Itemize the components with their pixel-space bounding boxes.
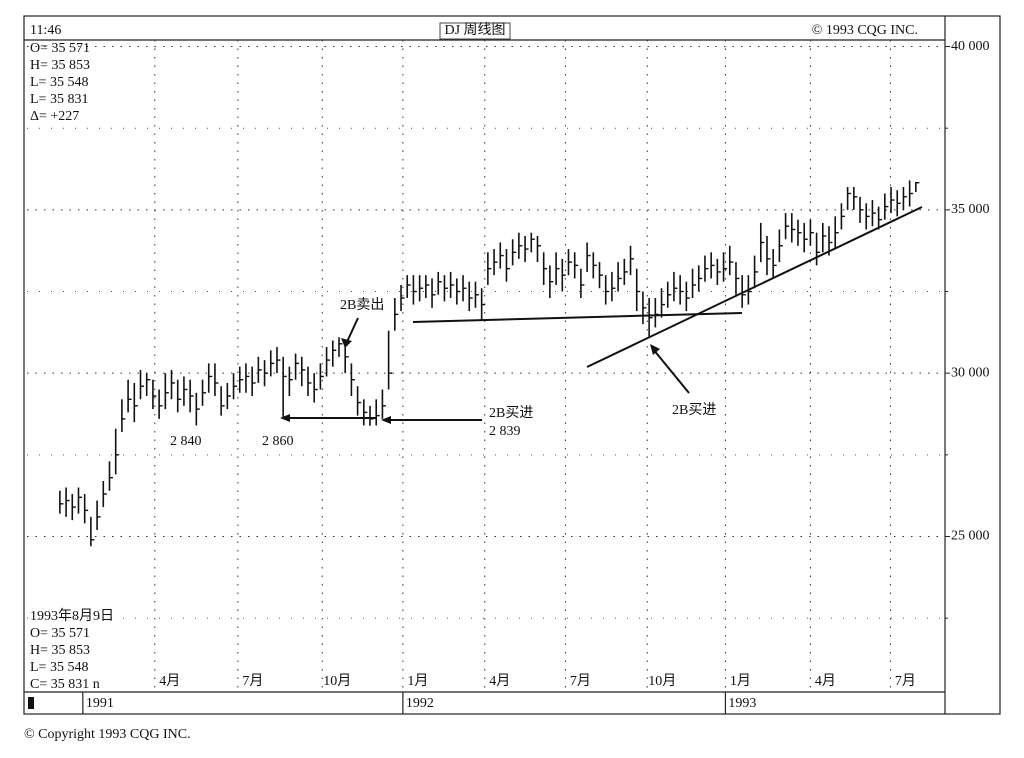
year-label: 1991: [86, 696, 114, 711]
annotation: 2 860: [262, 434, 294, 449]
info-line: H= 35 853: [30, 58, 90, 73]
info-line: O= 35 571: [30, 41, 90, 56]
arrow: [345, 317, 359, 345]
y-tick-label: 40 000: [951, 39, 990, 54]
x-tick-label: 7月: [242, 673, 263, 689]
x-tick-label: 4月: [159, 673, 180, 689]
x-tick-label: 10月: [648, 673, 676, 689]
arrow-head: [280, 414, 290, 422]
annotation: 2B买进: [489, 405, 533, 421]
x-tick-label: 10月: [323, 673, 351, 689]
info-line: 1993年8月9日: [30, 608, 114, 624]
info-line: L= 35 548: [30, 660, 88, 675]
x-tick-label: 7月: [895, 673, 916, 689]
title-box: [439, 22, 511, 40]
info-line: H= 35 853: [30, 643, 90, 658]
frame: [23, 15, 1001, 715]
footer: © Copyright 1993 CQG INC.: [24, 727, 191, 742]
info: O= 35 571 H= 35 853 L= 35 548 L= 35 831 Δ= +…: [30, 41, 114, 692]
info-line: Δ= +227: [30, 109, 79, 124]
bars: [59, 180, 920, 547]
arrow-head: [381, 416, 391, 424]
arrow-head: [650, 344, 660, 355]
year-label: 1992: [406, 696, 434, 711]
x-tick-label: 7月: [570, 673, 591, 689]
trend-line: [586, 206, 923, 368]
x-tick-label: 4月: [489, 673, 510, 689]
annotations: 2B卖出 2 840 2 860 2B买进 2 839 2B买进: [170, 206, 923, 449]
info-line: C= 35 831 n: [30, 677, 100, 692]
y-tick-label: 30 000: [951, 365, 990, 380]
info-line: L= 35 548: [30, 75, 88, 90]
time: 11:46: [30, 23, 61, 38]
y-tick-label: 25 000: [951, 529, 990, 544]
chart-title: DJ 周线图: [444, 22, 505, 38]
arrow: [652, 348, 690, 394]
annotation: 2 839: [489, 424, 521, 439]
grid: 25 000 30 000 35 000 40 000 4月 7月 10月 1月 4月 7月 10月…: [27, 39, 990, 714]
x-tick-label: 4月: [815, 673, 836, 689]
annotation: 2 840: [170, 434, 202, 449]
arrow-head: [341, 338, 352, 348]
y-tick-label: 35 000: [951, 202, 990, 217]
x-tick-label: 1月: [730, 673, 751, 689]
outer-frame: [23, 15, 1001, 715]
annotation: 2B卖出: [340, 297, 384, 313]
info-line: O= 35 571: [30, 626, 90, 641]
annotation: 2B买进: [672, 402, 716, 418]
year-label: 1993: [728, 696, 756, 711]
x-tick-label: 1月: [407, 673, 428, 689]
info-line: L= 35 831: [30, 92, 88, 107]
resistance-line: [412, 312, 743, 323]
marker: [28, 697, 34, 709]
copyright: © 1993 CQG INC.: [812, 23, 918, 38]
